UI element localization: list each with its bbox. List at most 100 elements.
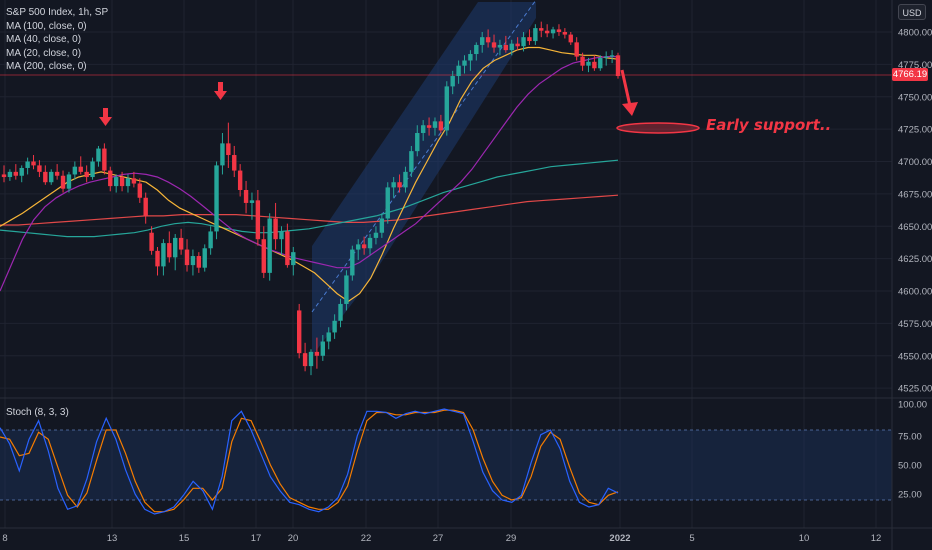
candle xyxy=(385,182,390,224)
channel-midline xyxy=(311,0,537,313)
time-axis[interactable]: 8 13 15 17 20 22 27 29 2022 5 10 12 xyxy=(2,533,881,544)
projection-arrow-line xyxy=(620,69,632,107)
candle xyxy=(184,239,190,272)
candle xyxy=(296,303,302,359)
candle xyxy=(173,234,178,271)
candle xyxy=(474,42,479,61)
regression-channel xyxy=(311,0,537,356)
stoch-tick-label: 50.00 xyxy=(898,461,922,472)
candlestick-series xyxy=(1,21,621,376)
stoch-tick-label: 25.00 xyxy=(898,490,922,501)
candle xyxy=(1,165,7,183)
candle xyxy=(66,171,72,193)
time-tick-label: 20 xyxy=(288,533,299,544)
candle xyxy=(167,231,172,263)
ma20-line xyxy=(0,46,619,303)
candle xyxy=(320,335,326,361)
candle xyxy=(509,39,514,56)
candle xyxy=(196,252,202,273)
candle xyxy=(432,117,438,136)
candle xyxy=(497,39,503,56)
candle xyxy=(149,226,154,255)
price-tick-label: 4625.00 xyxy=(898,254,932,265)
ma40-line xyxy=(0,55,618,292)
candle xyxy=(285,223,290,268)
candle xyxy=(515,37,520,51)
candle xyxy=(550,26,556,39)
projection-arrow-head-icon xyxy=(622,102,638,116)
candle xyxy=(521,32,526,52)
candle xyxy=(350,245,355,281)
candle xyxy=(373,226,379,245)
candle xyxy=(361,236,367,255)
time-tick-label: 2022 xyxy=(609,533,630,544)
time-tick-label: 10 xyxy=(799,533,810,544)
candle xyxy=(137,178,142,203)
candle xyxy=(108,166,113,192)
candle xyxy=(226,122,231,168)
price-tick-label: 4650.00 xyxy=(898,222,932,233)
time-tick-label: 12 xyxy=(871,533,882,544)
candle xyxy=(503,35,509,53)
candle xyxy=(426,117,432,136)
stoch-indicator-label[interactable]: Stoch (8, 3, 3) xyxy=(6,407,69,418)
stoch-axis[interactable]: 100.00 75.00 50.00 25.00 xyxy=(898,400,927,501)
candle xyxy=(533,24,538,45)
time-tick-label: 22 xyxy=(361,533,372,544)
candle xyxy=(255,189,261,246)
candle xyxy=(456,60,461,84)
candle xyxy=(125,174,131,193)
candle xyxy=(190,249,196,276)
candle xyxy=(598,55,603,71)
annotation-arrows xyxy=(99,69,700,134)
candle xyxy=(178,228,184,255)
time-tick-label: 15 xyxy=(179,533,190,544)
candle xyxy=(420,120,426,141)
indicator-ma40[interactable]: MA (40, close, 0) xyxy=(6,34,82,45)
candle xyxy=(113,174,119,193)
candle xyxy=(49,169,54,185)
last-price-label: 4766.19 xyxy=(892,68,928,81)
price-tick-label: 4600.00 xyxy=(898,287,932,298)
time-tick-label: 5 xyxy=(689,533,694,544)
price-tick-label: 4750.00 xyxy=(898,92,932,103)
candle xyxy=(485,29,491,48)
candle xyxy=(415,125,420,157)
indicator-ma200[interactable]: MA (200, close, 0) xyxy=(6,61,87,72)
symbol-title[interactable]: S&P 500 Index, 1h, SP xyxy=(6,7,109,18)
candle xyxy=(60,170,66,193)
candle xyxy=(615,52,621,79)
indicator-ma20[interactable]: MA (20, close, 0) xyxy=(6,47,82,59)
candle xyxy=(379,213,385,238)
candle xyxy=(119,171,125,192)
candle xyxy=(84,165,89,183)
candle xyxy=(208,226,213,255)
candle xyxy=(391,177,396,198)
candle xyxy=(7,169,13,181)
candle xyxy=(19,165,24,183)
price-tick-label: 4550.00 xyxy=(898,351,932,362)
time-tick-label: 29 xyxy=(506,533,517,544)
candle xyxy=(444,81,449,136)
candle xyxy=(314,337,320,369)
candle xyxy=(397,174,402,193)
candle xyxy=(96,145,101,167)
candle xyxy=(539,21,544,38)
ma100-line xyxy=(0,159,619,238)
candle xyxy=(131,171,137,188)
stoch-band-fill xyxy=(0,430,892,500)
candle xyxy=(480,32,485,53)
candle xyxy=(90,157,95,180)
candle xyxy=(367,234,373,255)
price-axis[interactable]: 4800.00 4775.00 4750.00 4725.00 4700.00 4675.… xyxy=(898,28,932,395)
indicator-ma100[interactable]: MA (100, close, 0) xyxy=(6,20,87,32)
price-tick-label: 4700.00 xyxy=(898,157,932,168)
candle xyxy=(220,133,225,175)
currency-button[interactable]: USD xyxy=(898,4,926,20)
stoch-lines xyxy=(0,408,619,515)
candle xyxy=(214,161,219,240)
candle xyxy=(249,192,255,220)
candle xyxy=(143,192,148,224)
support-ellipse xyxy=(616,122,700,134)
